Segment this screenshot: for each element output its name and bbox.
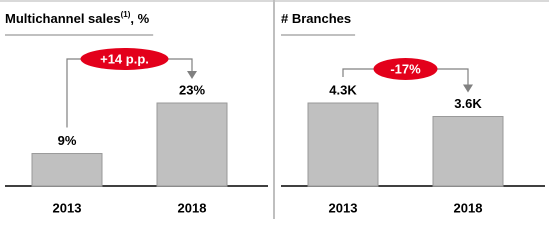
title-superscript: (1) bbox=[121, 10, 131, 19]
value-label: 4.3K bbox=[329, 82, 357, 97]
bar bbox=[432, 116, 504, 187]
chart: Multichannel sales(1), % 9% 2013 23% 2018 +14… bbox=[0, 0, 549, 219]
bar bbox=[31, 153, 103, 187]
x-tick-label: 2013 bbox=[53, 200, 82, 215]
bar bbox=[307, 102, 379, 187]
title-text: # Branches bbox=[281, 11, 351, 26]
annotation-label: -17% bbox=[390, 61, 421, 76]
title-suffix: , % bbox=[130, 11, 149, 26]
x-tick-label: 2018 bbox=[454, 200, 483, 215]
chart-title: Multichannel sales(1), % bbox=[5, 10, 150, 26]
annotation-arrow bbox=[187, 71, 197, 79]
annotation-label: +14 p.p. bbox=[100, 51, 149, 66]
annotation-arrow bbox=[463, 84, 473, 93]
annotation-pill bbox=[80, 48, 169, 70]
x-tick-label: 2013 bbox=[329, 200, 358, 215]
value-label: 3.6K bbox=[454, 96, 482, 111]
title-text: Multichannel sales bbox=[5, 11, 121, 26]
chart-title: # Branches bbox=[281, 11, 351, 26]
x-tick-label: 2018 bbox=[178, 200, 207, 215]
annotation-pill bbox=[373, 58, 438, 80]
value-label: 9% bbox=[58, 133, 77, 148]
bar bbox=[156, 102, 228, 187]
value-label: 23% bbox=[179, 82, 205, 97]
